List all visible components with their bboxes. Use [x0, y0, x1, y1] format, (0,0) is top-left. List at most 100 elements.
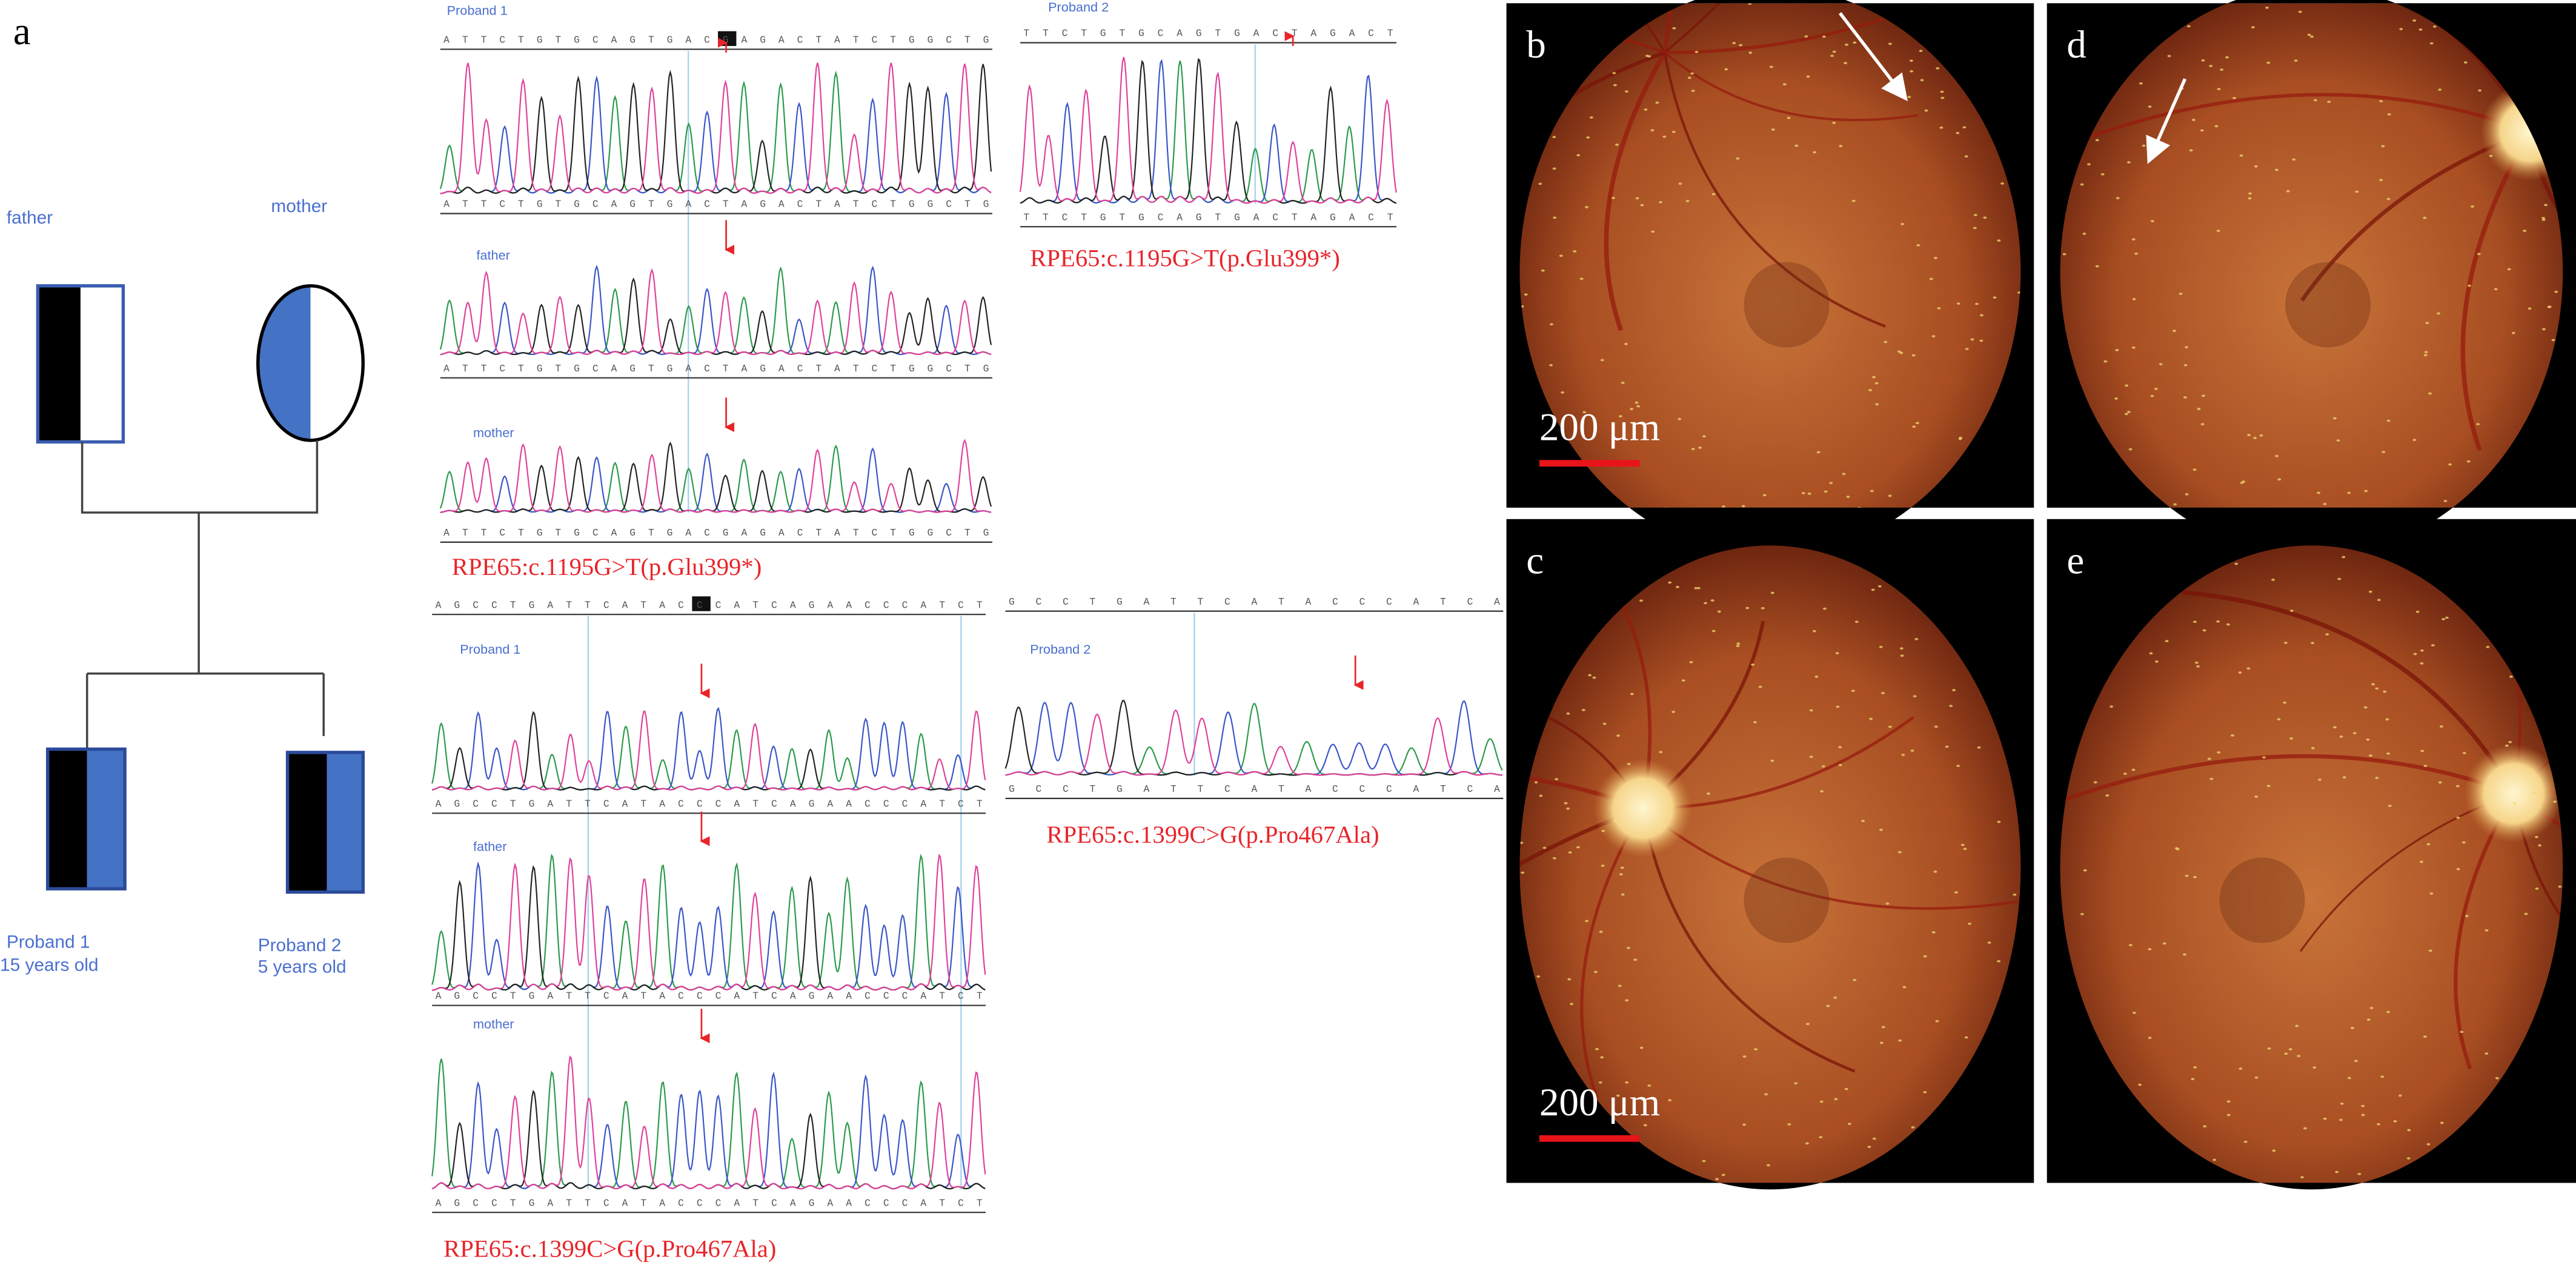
- drusen-dot: [1870, 490, 1874, 493]
- drusen-dot: [1833, 996, 1837, 999]
- drusen-dot: [2240, 482, 2244, 484]
- drusen-dot: [2200, 423, 2205, 426]
- drusen-dot: [1822, 607, 1827, 610]
- drusen-dot: [2437, 312, 2441, 315]
- drusen-dot: [1987, 941, 1991, 944]
- drusen-dot: [2186, 25, 2191, 28]
- drusen-dot: [2335, 1170, 2339, 1174]
- drusen-dot: [2538, 844, 2542, 847]
- drusen-dot: [1748, 3, 1752, 5]
- drusen-dot: [2272, 1149, 2276, 1152]
- drusen-dot: [2327, 101, 2331, 104]
- drusen-dot: [2466, 460, 2471, 463]
- drusen-dot: [1566, 807, 1570, 810]
- drusen-dot: [1952, 689, 1956, 692]
- drusen-dot: [2369, 1006, 2374, 1009]
- fundus-image: [2047, 533, 2576, 1183]
- base-sequence: ATTCTGTGCAGTGACTAGACTATCTGGCTG: [443, 199, 989, 210]
- drusen-dot: [1573, 250, 1577, 253]
- drusen-dot: [2420, 662, 2424, 665]
- panel-label: b: [1526, 23, 1546, 67]
- drusen-dot: [1689, 661, 1693, 663]
- drusen-dot: [1671, 130, 1676, 133]
- drusen-dot: [1639, 599, 1644, 602]
- drusen-dot: [2217, 88, 2221, 90]
- base-sequence: ATTCTGTGCAGTGACGAGACTATCTGGCTG: [443, 35, 989, 46]
- drusen-dot: [2547, 305, 2551, 308]
- drusen-dot: [2150, 220, 2154, 222]
- drusen-dot: [1929, 277, 1933, 281]
- notch: [2437, 568, 2465, 596]
- drusen-dot: [2201, 59, 2205, 62]
- drusen-dot: [2387, 113, 2391, 116]
- drusen-dot: [1595, 1048, 1599, 1051]
- drusen-dot: [1764, 1093, 1768, 1096]
- drusen-dot: [2126, 411, 2131, 413]
- drusen-dot: [1888, 725, 1892, 728]
- variant-label: RPE65:c.1399C>G(p.Pro467Ala): [1046, 821, 1379, 848]
- drusen-dot: [1662, 135, 1667, 138]
- drusen-dot: [1821, 765, 1825, 768]
- drusen-dot: [2225, 56, 2229, 59]
- drusen-dot: [2361, 1114, 2365, 1117]
- trace-curve: [432, 710, 986, 791]
- drusen-dot: [1819, 1136, 1823, 1138]
- drusen-dot: [2369, 754, 2373, 757]
- drusen-dot: [2150, 394, 2154, 397]
- drusen-dot: [2540, 795, 2544, 799]
- drusen-dot: [1621, 893, 1625, 896]
- drusen-dot: [1869, 717, 1873, 720]
- drusen-dot: [2080, 912, 2084, 915]
- drusen-dot: [2363, 706, 2368, 709]
- drusen-dot: [2371, 683, 2375, 686]
- drusen-dot: [1923, 1091, 1927, 1094]
- vessel: [1663, 52, 1886, 328]
- drusen-dot: [1542, 846, 1547, 849]
- drusen-dot: [1879, 1041, 1884, 1044]
- drusen-dot: [1970, 338, 1974, 341]
- drusen-dot: [1620, 866, 1624, 869]
- drusen-dot: [2000, 182, 2005, 185]
- drusen-dot: [1888, 42, 1892, 45]
- drusen-dot: [1698, 447, 1702, 449]
- drusen-dot: [1524, 293, 1528, 296]
- optic-disc: [1593, 759, 1693, 858]
- ellipse-mask: [1506, 0, 2034, 557]
- drusen-dot: [1736, 157, 1740, 160]
- drusen-dot: [1549, 364, 1553, 367]
- drusen-dot: [2209, 65, 2213, 67]
- drusen-dot: [1695, 50, 1699, 53]
- drusen-dot: [2167, 55, 2171, 58]
- drusen-dot: [2131, 346, 2136, 349]
- drusen-dot: [1770, 759, 1774, 762]
- drusen-dot: [1664, 507, 1667, 508]
- drusen-dot: [2138, 1083, 2142, 1086]
- drusen-dot: [2288, 1048, 2292, 1051]
- drusen-dot: [1650, 129, 1655, 131]
- drusen-dot: [2398, 1094, 2402, 1097]
- drusen-dot: [1888, 494, 1892, 497]
- drusen-dot: [2165, 640, 2169, 642]
- drusen-dot: [1711, 629, 1716, 632]
- drusen-dot: [1933, 256, 1937, 259]
- drusen-dot: [1899, 647, 1904, 650]
- optic-disc: [2464, 744, 2563, 843]
- drusen-dot: [2448, 463, 2452, 466]
- trace-curve: [432, 865, 986, 991]
- drusen-dot: [2172, 330, 2176, 333]
- drusen-dot: [2139, 82, 2143, 85]
- drusen-dot: [2463, 61, 2468, 64]
- drusen-dot: [1835, 652, 1839, 655]
- drusen-dot: [1857, 506, 1861, 508]
- vessel: [2182, 589, 2516, 795]
- drusen-dot: [2386, 198, 2391, 201]
- drusen-dot: [2207, 757, 2211, 760]
- drusen-dot: [2455, 785, 2460, 788]
- drusen-dot: [1761, 606, 1765, 609]
- pedigree-label: 15 years old: [0, 955, 98, 975]
- drusen-dot: [2185, 493, 2189, 496]
- drusen-dot: [1715, 1178, 1719, 1181]
- drusen-dot: [1748, 51, 1753, 54]
- drusen-dot: [1552, 136, 1556, 139]
- drusen-dot: [1568, 851, 1572, 854]
